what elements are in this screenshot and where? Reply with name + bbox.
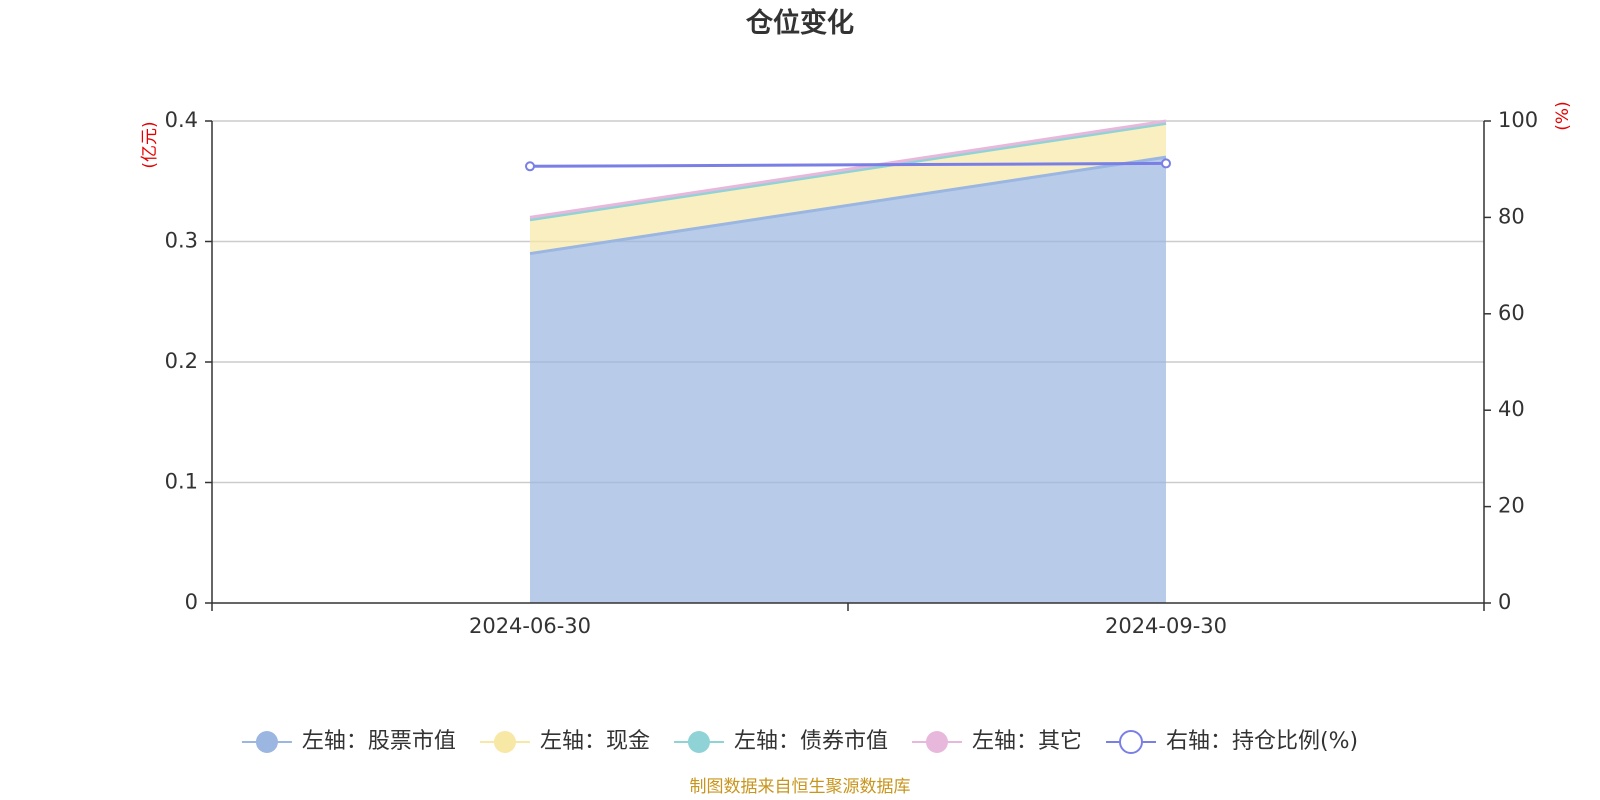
legend-label: 右轴：持仓比例(%) (1166, 729, 1358, 754)
right-axis-unit: (%) (1553, 101, 1573, 130)
left-axis-unit: (亿元) (140, 121, 160, 168)
x-axis-tick-label: 2024-06-30 (469, 614, 591, 638)
legend-item: 左轴：债券市值 (673, 729, 888, 754)
legend: 左轴：股票市值 左轴：现金 左轴：债券市值 左轴：其它 右轴：持仓比例(%) (241, 729, 1358, 754)
legend-symbol-marker (687, 731, 710, 753)
right-axis-tick-label: 20 (1498, 494, 1525, 518)
series-4-line (529, 161, 1167, 168)
legend-label: 左轴：现金 (540, 729, 650, 754)
left-axis-tick-label: 0.4 (165, 108, 198, 132)
legend-symbol-marker (255, 731, 278, 753)
right-axis-tick-label: 40 (1498, 397, 1525, 421)
chart-title: 仓位变化 (745, 7, 854, 39)
series-lines (525, 119, 1171, 256)
legend-label: 左轴：其它 (972, 729, 1082, 754)
data-source-note: 制图数据来自恒生聚源数据库 (690, 777, 911, 797)
legend-item: 左轴：股票市值 (241, 729, 456, 754)
left-axis-tick-label: 0 (185, 590, 198, 614)
legend-item: 右轴：持仓比例(%) (1105, 729, 1358, 754)
series-3-line (529, 119, 1167, 219)
right-axis-tick-label: 60 (1498, 301, 1525, 325)
series-0-line (529, 155, 1167, 256)
series-0-area (530, 157, 1166, 603)
series-2-line (529, 121, 1167, 222)
stacked-areas (530, 121, 1166, 603)
series-4-point (1161, 158, 1171, 169)
series-4-point (525, 161, 535, 172)
right-axis-tick-label: 0 (1498, 590, 1511, 614)
legend-item: 左轴：其它 (911, 729, 1082, 754)
left-axis-tick-label: 0.3 (165, 229, 198, 253)
legend-symbol-marker (1118, 730, 1143, 754)
axes: 0 0.1 0.2 0.3 0.4 0 20 40 60 80 100 2024-06-30 2024-… (165, 108, 1539, 638)
right-axis-tick-label: 100 (1498, 108, 1538, 132)
left-axis-tick-label: 0.2 (165, 349, 198, 373)
legend-label: 左轴：债券市值 (734, 729, 888, 754)
right-axis-tick-label: 80 (1498, 204, 1525, 228)
series-1-area (530, 123, 1166, 254)
left-axis-tick-label: 0.1 (165, 470, 198, 494)
legend-symbol-marker (493, 731, 516, 753)
legend-item: 左轴：现金 (479, 729, 650, 754)
legend-label: 左轴：股票市值 (302, 729, 456, 754)
x-axis-tick-label: 2024-09-30 (1105, 614, 1227, 638)
legend-symbol-marker (925, 731, 948, 753)
